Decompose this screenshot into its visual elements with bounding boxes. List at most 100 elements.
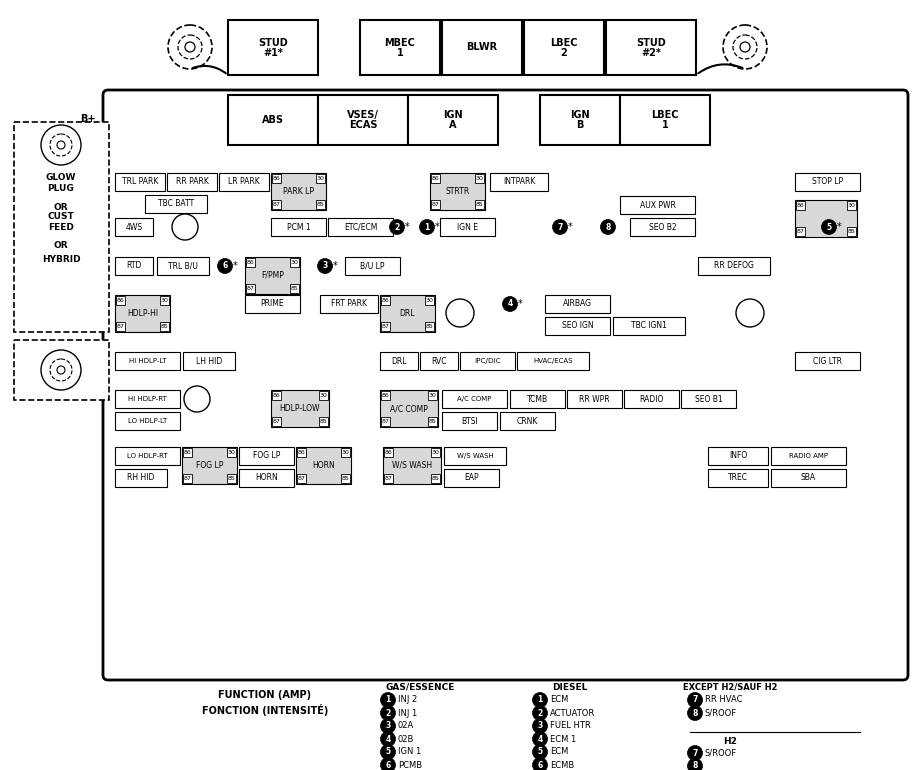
Bar <box>115 412 180 430</box>
Text: FOG LP: FOG LP <box>196 461 223 470</box>
Text: 3: 3 <box>537 721 542 731</box>
Text: 86: 86 <box>117 298 124 303</box>
Text: A/C COMP: A/C COMP <box>457 396 491 402</box>
Text: 1: 1 <box>661 120 667 130</box>
Text: PCM 1: PCM 1 <box>287 223 310 232</box>
Circle shape <box>177 35 202 59</box>
Text: 85: 85 <box>290 286 298 291</box>
Bar <box>115 218 153 236</box>
Text: TBC BATT: TBC BATT <box>158 199 194 209</box>
Text: PARK LP: PARK LP <box>283 187 313 196</box>
Text: 30: 30 <box>227 450 235 455</box>
Text: SEO IGN: SEO IGN <box>562 322 593 330</box>
Bar <box>606 20 696 75</box>
Bar <box>227 448 236 457</box>
Text: 85: 85 <box>316 202 324 207</box>
Text: 4: 4 <box>537 735 542 744</box>
Bar <box>228 20 318 75</box>
Bar <box>380 322 390 331</box>
Text: STUD: STUD <box>258 38 288 48</box>
Text: 87: 87 <box>272 202 280 207</box>
Text: 86: 86 <box>246 260 254 265</box>
Bar <box>272 391 280 400</box>
Circle shape <box>532 718 547 734</box>
Circle shape <box>57 366 65 374</box>
Text: 8: 8 <box>605 223 610 232</box>
Text: GAS/ESSENCE: GAS/ESSENCE <box>385 682 454 691</box>
Bar <box>359 20 439 75</box>
Text: 1: 1 <box>396 48 403 58</box>
Bar <box>407 95 497 145</box>
Text: *: * <box>835 222 841 232</box>
Text: LO HDLP-RT: LO HDLP-RT <box>127 453 167 459</box>
Text: 86: 86 <box>431 176 439 181</box>
Text: CRNK: CRNK <box>516 417 538 426</box>
Text: 3: 3 <box>385 721 391 731</box>
Text: RH HID: RH HID <box>127 474 154 483</box>
Text: STUD: STUD <box>635 38 665 48</box>
Text: FUNCTION (AMP): FUNCTION (AMP) <box>218 690 312 700</box>
Text: 30: 30 <box>475 176 482 181</box>
Bar <box>499 412 554 430</box>
Text: EXCEPT H2/SAUF H2: EXCEPT H2/SAUF H2 <box>682 682 777 691</box>
Bar <box>160 296 169 305</box>
Text: SBA: SBA <box>800 474 815 483</box>
Text: 86: 86 <box>272 393 280 398</box>
Text: HDLP-HI: HDLP-HI <box>127 309 158 318</box>
Bar <box>430 474 439 483</box>
Bar <box>698 257 769 275</box>
Bar <box>460 352 515 370</box>
Circle shape <box>686 692 702 708</box>
Text: TRL B/U: TRL B/U <box>168 262 198 270</box>
Bar <box>115 352 180 370</box>
Text: RR WPR: RR WPR <box>579 394 609 403</box>
Circle shape <box>686 758 702 770</box>
Text: 2: 2 <box>537 708 542 718</box>
Bar <box>219 173 268 191</box>
Text: 85: 85 <box>425 324 433 329</box>
Text: 85: 85 <box>846 229 855 234</box>
Text: LH HID: LH HID <box>196 357 221 366</box>
Text: DRL: DRL <box>400 309 414 318</box>
Circle shape <box>380 745 395 759</box>
Text: TBC IGN1: TBC IGN1 <box>630 322 666 330</box>
Text: ECM 1: ECM 1 <box>550 735 575 744</box>
Bar <box>115 295 170 332</box>
Text: ECM: ECM <box>550 748 568 756</box>
Circle shape <box>532 705 547 721</box>
Text: B/U LP: B/U LP <box>360 262 384 270</box>
Bar <box>380 295 435 332</box>
Text: 3: 3 <box>322 262 327 270</box>
Bar <box>297 448 306 457</box>
Bar <box>183 448 192 457</box>
Bar <box>380 352 417 370</box>
Text: FUEL HTR: FUEL HTR <box>550 721 590 731</box>
Bar <box>539 95 619 145</box>
Bar <box>474 174 483 183</box>
Text: HORN: HORN <box>255 474 278 483</box>
Bar <box>430 200 439 209</box>
Text: *: * <box>567 222 572 232</box>
Text: HI HDLP-RT: HI HDLP-RT <box>128 396 166 402</box>
Text: INJ 2: INJ 2 <box>398 695 417 705</box>
Text: ECMB: ECMB <box>550 761 573 769</box>
FancyBboxPatch shape <box>103 90 907 680</box>
Bar <box>516 352 588 370</box>
Text: HVAC/ECAS: HVAC/ECAS <box>533 358 573 364</box>
Bar <box>328 218 392 236</box>
Text: 30: 30 <box>316 176 324 181</box>
Bar <box>383 448 392 457</box>
Text: 6: 6 <box>222 262 227 270</box>
Bar <box>430 174 439 183</box>
Bar <box>524 20 604 75</box>
Circle shape <box>722 25 766 69</box>
Bar <box>439 218 494 236</box>
Bar <box>315 200 324 209</box>
Text: BLWR: BLWR <box>466 42 497 52</box>
Text: #2*: #2* <box>641 48 660 58</box>
Bar <box>116 296 125 305</box>
Text: LBEC: LBEC <box>651 110 678 120</box>
Circle shape <box>380 718 395 734</box>
Text: 85: 85 <box>428 419 436 424</box>
Text: IGN E: IGN E <box>457 223 478 232</box>
